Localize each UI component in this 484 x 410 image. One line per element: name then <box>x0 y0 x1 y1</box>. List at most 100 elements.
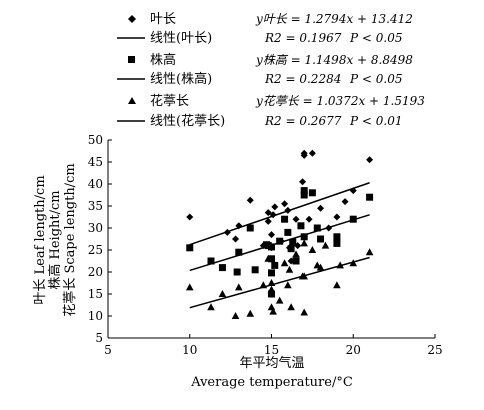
data-point-plant-height <box>300 233 308 241</box>
data-point-plant-height <box>349 215 357 223</box>
y-tick-label: 5 <box>95 331 103 345</box>
data-point-plant-height <box>276 237 284 245</box>
data-point-scape-length <box>333 281 341 289</box>
equation-leaf-length: y叶长 = 1.2794x + 13.412 <box>255 12 413 26</box>
data-point-leaf-length <box>299 178 307 186</box>
data-point-plant-height <box>251 266 259 274</box>
legend-label-plant-height: 株高 <box>150 52 176 68</box>
p-leaf-length: P < 0.05 <box>349 31 402 45</box>
r2-scape-length: R2 = 0.2677 <box>264 114 342 128</box>
data-point-scape-length <box>280 259 289 267</box>
legend-label-height-fit: 线性(株高) <box>150 71 212 87</box>
data-point-scape-length <box>267 285 276 293</box>
data-point-plant-height <box>186 244 194 252</box>
data-point-leaf-length <box>325 224 333 232</box>
legend-label-leaf-length: 叶长 <box>150 12 176 27</box>
data-point-plant-height <box>297 222 305 230</box>
data-point-scape-length <box>218 290 227 297</box>
y-tick-label: 45 <box>88 155 103 169</box>
data-point-leaf-length <box>271 203 279 211</box>
data-point-scape-length <box>300 239 308 247</box>
data-point-leaf-length <box>232 235 240 243</box>
x-tick-label: 15 <box>264 343 279 357</box>
data-point-scape-length <box>285 265 294 273</box>
data-point-plant-height <box>333 239 341 247</box>
legend: 叶长 线性(叶长) 株高 线性(株高) 花葶长 线性(花葶长) <box>117 12 225 129</box>
y-tick-label: 25 <box>88 243 103 257</box>
data-point-leaf-length <box>292 215 300 223</box>
data-point-plant-height <box>268 243 275 251</box>
equation-plant-height: y株高 = 1.1498x + 8.8498 <box>255 53 413 67</box>
data-point-plant-height <box>281 215 289 223</box>
data-point-scape-length <box>284 281 292 289</box>
y-tick-label: 20 <box>88 265 103 279</box>
data-point-plant-height <box>292 257 300 265</box>
legend-marker-scape-length <box>128 97 136 104</box>
data-point-scape-length <box>275 296 284 304</box>
x-tick-label: 25 <box>427 343 442 357</box>
data-point-plant-height <box>268 255 275 263</box>
r2-plant-height: R2 = 0.2284 <box>264 72 341 86</box>
data-point-scape-length <box>308 246 317 253</box>
data-point-scape-length <box>207 303 215 311</box>
axis-ticks: 5 10 15 20 25 5 10 15 20 25 30 35 40 45 50 <box>88 133 443 357</box>
regression-line-leaf-length <box>189 182 370 246</box>
legend-label-scape-fit: 线性(花葶长) <box>150 113 225 129</box>
data-point-scape-length <box>316 263 325 271</box>
data-point-leaf-length <box>268 231 275 239</box>
p-plant-height: P < 0.05 <box>349 72 402 86</box>
r2-leaf-length: R2 = 0.1967 <box>264 31 342 45</box>
data-point-scape-length <box>365 248 374 256</box>
data-point-scape-length <box>264 254 273 262</box>
data-point-leaf-length <box>269 211 277 219</box>
data-point-leaf-length <box>264 217 272 225</box>
regression-equations: y叶长 = 1.2794x + 13.412 R2 = 0.1967 P < 0… <box>255 12 425 128</box>
data-point-plant-height <box>366 193 374 201</box>
data-point-plant-height <box>287 245 295 253</box>
data-point-scape-length <box>185 283 194 291</box>
data-point-plant-height <box>246 224 254 232</box>
data-point-plant-height <box>333 233 341 241</box>
x-axis-title-chinese: 年平均气温 <box>239 355 304 371</box>
data-point-plant-height <box>271 261 279 269</box>
data-point-scape-length <box>292 250 300 258</box>
data-point-leaf-length <box>317 204 325 212</box>
data-point-plant-height <box>218 264 226 272</box>
legend-label-scape-length: 花葶长 <box>150 93 189 109</box>
data-point-leaf-length <box>341 198 349 206</box>
data-point-scape-length <box>246 309 255 317</box>
data-point-plant-height <box>300 187 308 195</box>
data-point-leaf-length <box>305 215 313 223</box>
legend-label-leaf-fit: 线性(叶长) <box>150 31 212 46</box>
y-axis-title-leaf-length: 叶长 Leaf length/cm <box>33 175 48 304</box>
data-point-leaf-length <box>223 228 231 236</box>
data-point-plant-height <box>207 257 215 265</box>
data-point-leaf-length <box>235 222 243 230</box>
data-point-plant-height <box>317 235 325 243</box>
x-tick-label: 10 <box>182 343 197 357</box>
data-point-scape-length <box>300 272 308 280</box>
data-point-plant-height <box>268 269 275 277</box>
y-tick-label: 10 <box>88 309 103 323</box>
data-point-plant-height <box>313 224 321 232</box>
equation-scape-length: y花葶长 = 1.0372x + 1.5193 <box>255 94 425 108</box>
data-point-scape-length <box>349 259 358 267</box>
y-tick-label: 15 <box>88 287 103 301</box>
x-tick-label: 5 <box>104 343 112 357</box>
data-point-scape-length <box>267 279 276 286</box>
data-point-plant-height <box>268 290 275 298</box>
y-axis-title-plant-height: 株高 Height/cm <box>47 190 63 289</box>
data-point-scape-length <box>336 261 344 269</box>
data-point-leaf-length <box>333 213 341 221</box>
legend-marker-leaf-length <box>128 15 136 23</box>
data-point-leaf-length <box>246 196 254 204</box>
y-tick-label: 35 <box>88 199 103 213</box>
data-point-scape-length <box>235 283 243 291</box>
data-point-leaf-length <box>366 156 374 164</box>
x-axis-title-english: Average temperature/°C <box>190 375 353 390</box>
x-tick-label: 20 <box>346 343 361 357</box>
data-points <box>185 149 374 319</box>
data-point-leaf-length <box>300 149 308 157</box>
y-axis-title-scape-length: 花葶长 Scape length/cm <box>62 163 78 316</box>
data-point-leaf-length <box>349 187 357 195</box>
